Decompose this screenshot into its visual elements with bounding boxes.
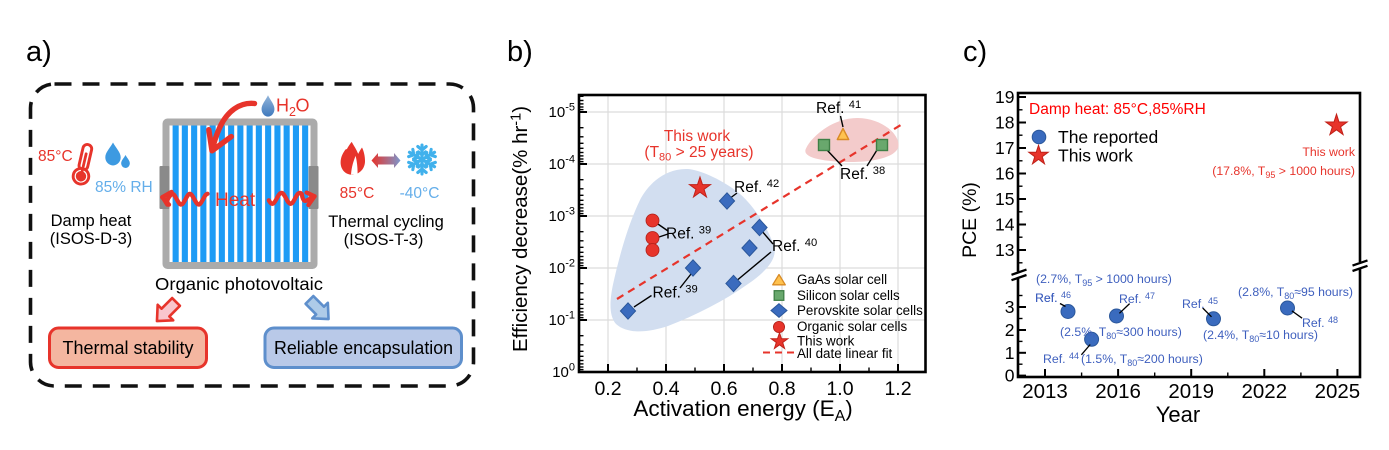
svg-text:Thermal stability: Thermal stability — [63, 338, 194, 358]
svg-text:-40°C: -40°C — [400, 185, 440, 202]
svg-text:85°C: 85°C — [340, 185, 375, 202]
svg-text:H2O: H2O — [276, 96, 310, 120]
svg-text:This work: This work — [1302, 145, 1355, 159]
svg-text:2013: 2013 — [1022, 380, 1068, 403]
svg-text:(2.7%, T95 > 1000 hours): (2.7%, T95 > 1000 hours) — [1036, 272, 1172, 288]
svg-text:This work: This work — [797, 334, 855, 349]
svg-text:3: 3 — [1005, 297, 1015, 317]
svg-text:(ISOS-D-3): (ISOS-D-3) — [50, 230, 133, 248]
svg-text:14: 14 — [995, 215, 1015, 235]
svg-text:0.4: 0.4 — [652, 378, 679, 400]
svg-text:c): c) — [963, 36, 987, 68]
svg-text:(17.8%, T95 > 1000 hours): (17.8%, T95 > 1000 hours) — [1212, 164, 1355, 180]
svg-text:1.0: 1.0 — [826, 378, 853, 400]
svg-text:All date linear fit: All date linear fit — [797, 346, 893, 361]
svg-text:Organic photovoltaic: Organic photovoltaic — [155, 274, 323, 294]
svg-text:15: 15 — [995, 189, 1014, 209]
svg-text:Damp heat: 85°C,85%RH: Damp heat: 85°C,85%RH — [1029, 101, 1206, 118]
svg-text:18: 18 — [995, 113, 1014, 133]
svg-text:0: 0 — [1005, 366, 1015, 386]
svg-text:13: 13 — [995, 240, 1014, 260]
svg-text:PCE (%): PCE (%) — [959, 182, 981, 258]
svg-text:85% RH: 85% RH — [95, 179, 153, 196]
svg-text:Damp heat: Damp heat — [51, 212, 132, 230]
svg-text:Ref.: Ref. — [1035, 291, 1058, 305]
svg-text:This work: This work — [1058, 146, 1133, 166]
svg-text:GaAs solar cell: GaAs solar cell — [797, 272, 887, 287]
svg-text:(2.5%, T80≈300 hours): (2.5%, T80≈300 hours) — [1060, 325, 1182, 341]
svg-text:2: 2 — [1005, 320, 1015, 340]
svg-text:2019: 2019 — [1168, 380, 1214, 403]
svg-text:85°C: 85°C — [38, 148, 73, 165]
svg-text:This work: This work — [664, 128, 731, 145]
svg-text:17: 17 — [995, 138, 1014, 158]
svg-text:a): a) — [26, 36, 52, 68]
svg-text:Efficiency decrease(% hr-1): Efficiency decrease(% hr-1) — [509, 106, 533, 352]
svg-text:Organic solar cells: Organic solar cells — [797, 319, 907, 334]
svg-text:(2.8%, T80≈95 hours): (2.8%, T80≈95 hours) — [1238, 285, 1353, 301]
svg-text:(2.4%, T80≈10 hours): (2.4%, T80≈10 hours) — [1203, 328, 1318, 344]
svg-text:Year: Year — [1156, 402, 1200, 427]
svg-text:Heat: Heat — [215, 190, 256, 211]
svg-text:Activation energy (EA): Activation energy (EA) — [633, 396, 852, 425]
svg-text:2022: 2022 — [1241, 380, 1287, 403]
svg-text:The reported: The reported — [1058, 127, 1158, 147]
svg-text:Thermal cycling: Thermal cycling — [328, 213, 444, 231]
svg-text:1: 1 — [1005, 343, 1015, 363]
svg-text:b): b) — [507, 36, 533, 68]
svg-text:19: 19 — [995, 87, 1014, 107]
svg-text:Perovskite solar cells: Perovskite solar cells — [797, 303, 923, 318]
svg-text:2016: 2016 — [1095, 380, 1141, 403]
svg-text:Reliable encapsulation: Reliable encapsulation — [274, 338, 453, 358]
svg-text:Silicon solar cells: Silicon solar cells — [797, 288, 900, 303]
svg-text:(ISOS-T-3): (ISOS-T-3) — [344, 231, 424, 249]
svg-text:16: 16 — [995, 164, 1014, 184]
svg-text:2025: 2025 — [1315, 380, 1361, 403]
svg-text:0.8: 0.8 — [768, 378, 795, 400]
svg-text:1.2: 1.2 — [884, 378, 911, 400]
svg-text:0.2: 0.2 — [594, 378, 621, 400]
svg-text:(T80 > 25 years): (T80 > 25 years) — [644, 144, 753, 164]
svg-text:(1.5%, T80≈200 hours): (1.5%, T80≈200 hours) — [1081, 352, 1203, 368]
svg-text:0.6: 0.6 — [710, 378, 737, 400]
